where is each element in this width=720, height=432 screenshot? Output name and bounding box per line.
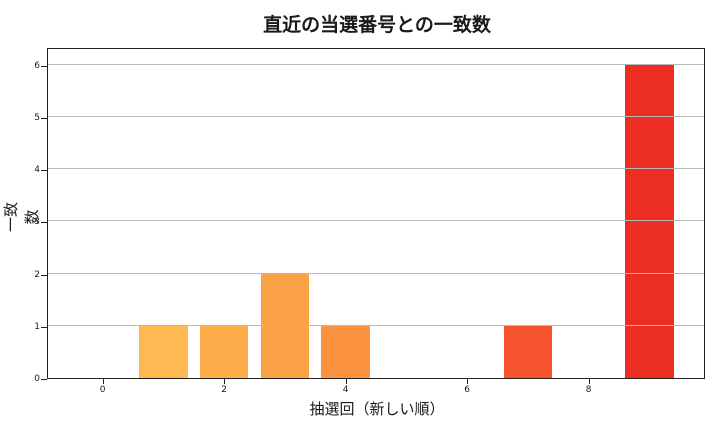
y-tick-label: 3 xyxy=(34,217,40,228)
y-tick xyxy=(41,117,47,119)
x-tick-label: 0 xyxy=(99,385,106,395)
gridline xyxy=(48,115,704,117)
bar xyxy=(321,325,370,378)
y-tick xyxy=(41,222,47,224)
gridline xyxy=(48,168,704,170)
gridline xyxy=(48,220,704,222)
gridline xyxy=(48,324,704,326)
y-tick xyxy=(41,170,47,172)
y-tick-label: 5 xyxy=(34,112,40,123)
x-tick-label: 6 xyxy=(464,385,470,395)
x-tick xyxy=(102,379,104,384)
y-tick-label: 6 xyxy=(34,60,40,71)
bar xyxy=(503,325,553,378)
bar xyxy=(260,273,310,378)
chart-title: 直近の当選番号との一致数 xyxy=(263,14,491,36)
x-tick xyxy=(467,379,469,384)
plot-area xyxy=(47,48,705,379)
x-tick xyxy=(224,379,226,384)
x-tick-label: 2 xyxy=(221,385,227,395)
x-tick xyxy=(588,379,590,384)
bar xyxy=(199,325,249,378)
x-tick-label: 8 xyxy=(585,385,592,395)
bar xyxy=(139,325,188,378)
x-tick-label: 4 xyxy=(342,385,349,395)
gridline xyxy=(48,272,704,274)
x-tick xyxy=(345,379,347,384)
x-axis-label: 抽選回（新しい順） xyxy=(309,400,445,418)
y-tick xyxy=(41,274,47,276)
y-tick-label: 4 xyxy=(34,165,40,176)
gridline xyxy=(48,63,704,65)
y-tick xyxy=(41,65,47,67)
y-tick xyxy=(41,326,47,328)
y-tick xyxy=(41,379,47,380)
y-tick-label: 2 xyxy=(34,269,40,280)
y-tick-label: 0 xyxy=(34,374,40,384)
y-tick-label: 1 xyxy=(34,321,40,332)
